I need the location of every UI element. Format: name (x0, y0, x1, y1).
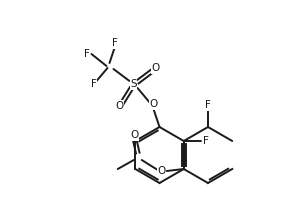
Text: O: O (115, 101, 124, 111)
Text: O: O (131, 130, 139, 140)
Text: F: F (205, 100, 211, 110)
Text: O: O (149, 99, 158, 109)
Text: F: F (111, 38, 118, 48)
Text: F: F (84, 49, 90, 59)
Text: F: F (90, 79, 96, 89)
Text: O: O (151, 63, 160, 73)
Text: F: F (203, 136, 209, 146)
Text: S: S (130, 79, 137, 89)
Text: O: O (158, 166, 166, 176)
